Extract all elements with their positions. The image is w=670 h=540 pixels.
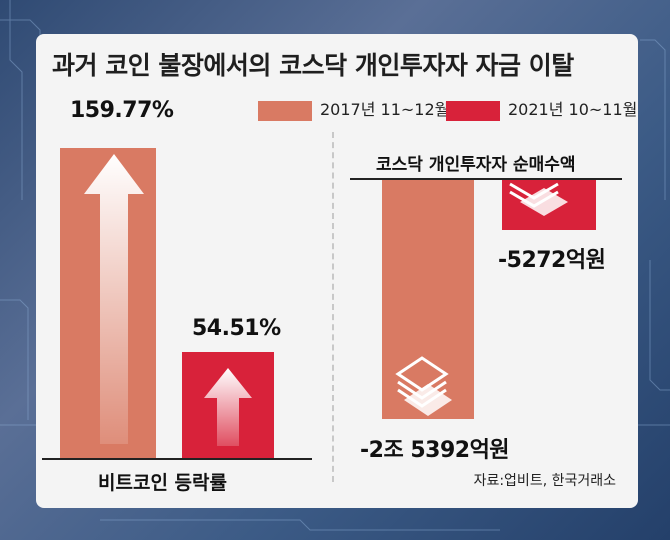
legend-label-2017: 2017년 11~12월 [320, 100, 450, 119]
chart-card: 과거 코인 불장에서의 코스닥 개인투자자 자금 이탈 2017년 11~12월… [36, 34, 638, 508]
legend-swatch-2021 [446, 100, 500, 121]
bitcoin-value-label-2017: 159.77% [70, 98, 174, 123]
legend-item-2017: 2017년 11~12월 [258, 96, 449, 121]
right-chart-baseline [350, 178, 622, 180]
legend-swatch-2017 [258, 100, 312, 121]
left-chart-baseline [42, 458, 312, 460]
chart-title: 과거 코인 불장에서의 코스닥 개인투자자 자금 이탈 [52, 51, 574, 80]
bitcoin-value-label-2021: 54.51% [192, 316, 281, 341]
kosdaq-value-label-2017: -2조 5392억원 [360, 438, 510, 463]
coin-stack-icon [395, 356, 452, 416]
up-arrow-small-icon [204, 368, 252, 446]
coin-stack-small-icon [509, 182, 568, 216]
up-arrow-icon [84, 154, 144, 444]
kosdaq-chart-title: 코스닥 개인투자자 순매수액 [376, 155, 576, 175]
kosdaq-value-label-2021: -5272억원 [498, 248, 606, 273]
legend-item-2021: 2021년 10~11월 [446, 96, 637, 121]
kosdaq-bar-2017 [382, 180, 474, 419]
bitcoin-category-label: 비트코인 등락률 [98, 472, 227, 494]
chart-divider [332, 132, 334, 482]
data-source: 자료:업비트, 한국거래소 [473, 473, 616, 489]
legend-label-2021: 2021년 10~11월 [508, 100, 638, 119]
